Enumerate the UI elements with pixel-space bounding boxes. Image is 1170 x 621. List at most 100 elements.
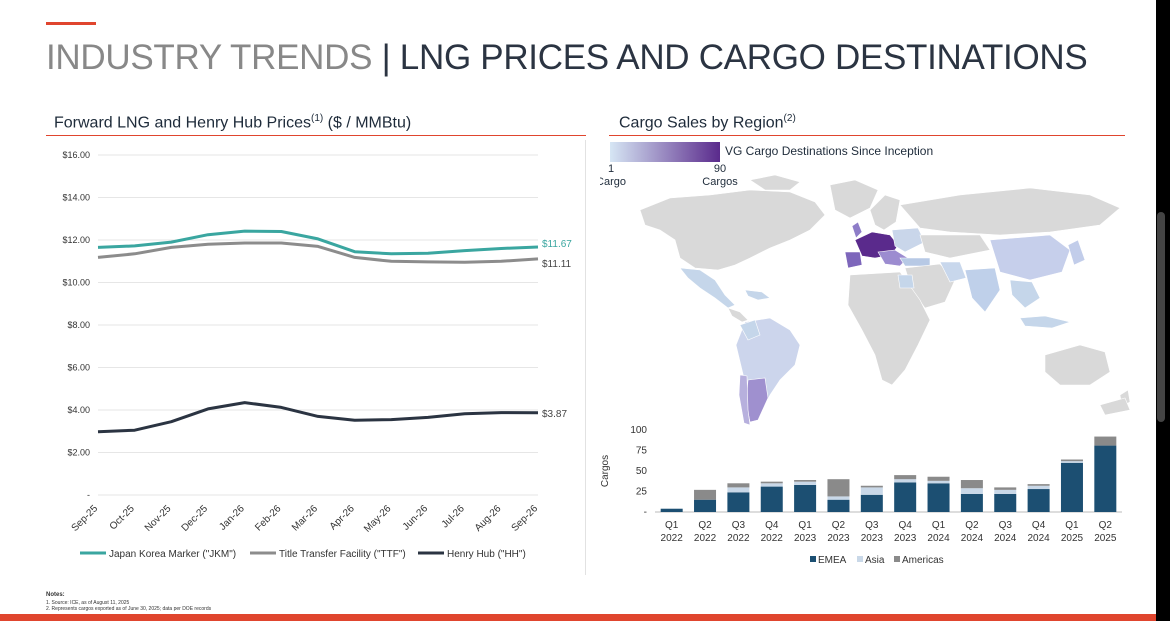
bar-chart-xtick-year: 2024	[994, 533, 1017, 544]
bar-chart-xtick-quarter: Q4	[765, 520, 779, 531]
line-chart-xtick-label: Nov-25	[143, 503, 174, 534]
line-series-jkm	[97, 229, 539, 256]
bar-segment-americas	[1094, 436, 1117, 446]
line-chart-ytick-label: $2.00	[67, 448, 90, 458]
bar-chart-ylabel: Cargos	[600, 455, 611, 487]
map-panel-title-text: Cargo Sales by Region	[619, 114, 784, 132]
note-item-1: 1. Source: ICE, as of August 11, 2025	[46, 599, 130, 606]
bar-chart-xtick-year: 2022	[761, 533, 784, 544]
map-mexico	[679, 267, 736, 309]
bar-segment-emea	[1027, 489, 1050, 512]
line-chart-title-rule	[46, 135, 586, 136]
map-north-america	[639, 189, 826, 271]
bar-segment-emea	[727, 492, 750, 512]
panel-divider	[585, 140, 586, 575]
line-series-hh	[97, 401, 539, 434]
map-antarctic	[1099, 397, 1131, 416]
line-chart-xtick-label: Feb-26	[253, 503, 283, 533]
bar-chart-xtick-year: 2023	[861, 533, 884, 544]
bar-segment-emea	[1060, 462, 1083, 512]
bar-segment-americas	[727, 483, 750, 488]
page-title: INDUSTRY TRENDS | LNG PRICES AND CARGO D…	[46, 38, 1088, 78]
line-chart-ytick-label: $6.00	[67, 363, 90, 373]
line-legend-label: Title Transfer Facility ("TTF")	[279, 549, 406, 560]
bottom-accent-bar	[0, 614, 1156, 621]
line-chart-xtick-label: Sep-25	[70, 503, 101, 534]
line-chart-ytick-label: -	[87, 490, 90, 500]
map-korea-japan	[1067, 239, 1086, 266]
line-chart-title-text: Forward LNG and Henry Hub Prices	[54, 114, 311, 132]
bar-segment-emea	[860, 494, 883, 512]
map-australia	[1044, 344, 1111, 386]
bar-segment-emea	[960, 493, 983, 512]
bar-segment-emea	[994, 493, 1017, 512]
line-chart-xtick-label: Aug-26	[473, 503, 504, 534]
bar-segment-americas	[1060, 459, 1083, 462]
world-map	[639, 174, 1131, 425]
map-argentina	[745, 377, 769, 423]
map-scandinavia	[869, 194, 901, 231]
price-line-chart: $16.00 $14.00 $12.00 $10.00 $8.00 $6.00 $4.00 $…	[62, 150, 572, 560]
bar-chart-xtick-quarter: Q2	[832, 520, 846, 531]
bar-segment-emea	[694, 499, 717, 512]
bar-chart-ytick-label: 100	[630, 425, 647, 436]
line-chart-xtick-label: Oct-25	[108, 503, 137, 532]
title-main: LNG PRICES AND CARGO DESTINATIONS	[399, 38, 1088, 77]
bar-chart-ytick-label: 50	[636, 466, 648, 477]
map-iberia	[844, 251, 863, 269]
bar-segment-asia	[994, 489, 1017, 494]
bar-chart-xtick-year: 2023	[894, 533, 917, 544]
line-chart-ytick-label: $12.00	[62, 235, 90, 245]
bar-chart-xtick-quarter: Q2	[1099, 520, 1113, 531]
bar-segment-asia	[794, 481, 817, 485]
bar-chart-xtick-quarter: Q3	[999, 520, 1013, 531]
map-turkey	[899, 257, 931, 267]
cargo-bar-chart: 100 75 50 25 - Q1 2022 Q2 2022 Q3 2022 Q4 2022 Q1 202…	[600, 425, 1122, 566]
bar-chart-xtick-quarter: Q1	[932, 520, 946, 531]
notes-header: Notes:	[46, 592, 65, 598]
map-panel-title-footnote: (2)	[783, 113, 796, 124]
bar-segment-americas	[694, 489, 717, 500]
bar-legend-label: EMEA	[818, 555, 847, 566]
map-southeast-asia	[1009, 279, 1041, 309]
line-chart-ytick-label: $10.00	[62, 278, 90, 288]
map-south-asia	[964, 267, 1001, 313]
bar-segment-asia	[894, 479, 917, 483]
map-chile	[738, 374, 751, 425]
bar-chart-xtick-quarter: Q4	[1032, 520, 1046, 531]
line-chart-xtick-label: Jan-26	[217, 503, 247, 533]
bar-legend-swatch	[810, 556, 816, 562]
map-panel-title: Cargo Sales by Region(2)	[619, 113, 796, 132]
bar-chart-xtick-quarter: Q3	[732, 520, 746, 531]
bar-segment-asia	[827, 496, 850, 500]
map-china	[989, 234, 1071, 281]
bar-segment-asia	[760, 483, 783, 487]
bar-chart-xtick-year: 2022	[661, 533, 684, 544]
bar-segment-emea	[827, 499, 850, 512]
line-chart-xtick-label: Jun-26	[401, 503, 431, 533]
bar-segment-americas	[860, 485, 883, 488]
line-chart-xtick-label: Sep-26	[510, 503, 541, 534]
note-item-2: 2. Represents cargos exported as of June…	[46, 606, 212, 613]
line-chart-xtick-label: Dec-25	[180, 503, 211, 534]
scrollbar-thumb[interactable]	[1157, 212, 1165, 422]
map-caribbean	[744, 289, 771, 301]
bar-chart-xtick-year: 2025	[1061, 533, 1084, 544]
map-legend-min-label: Cargo	[600, 176, 626, 188]
bar-segment-asia	[1060, 461, 1083, 463]
bar-segment-emea	[894, 482, 917, 512]
map-greenland	[829, 179, 879, 219]
bar-segment-asia	[927, 480, 950, 484]
bar-segment-americas	[760, 481, 783, 484]
map-eastern-europe	[891, 227, 926, 253]
line-chart-ytick-label: $14.00	[62, 193, 90, 203]
bar-segment-asia	[860, 487, 883, 495]
map-central-america	[727, 307, 749, 323]
line-chart-xtick-label: Jul-26	[440, 503, 467, 530]
bar-chart-xtick-year: 2022	[694, 533, 717, 544]
bar-chart-xtick-year: 2025	[1094, 533, 1117, 544]
bar-segment-emea	[660, 508, 683, 512]
line-series-ttf	[97, 241, 539, 264]
map-panel-title-rule	[609, 135, 1125, 136]
